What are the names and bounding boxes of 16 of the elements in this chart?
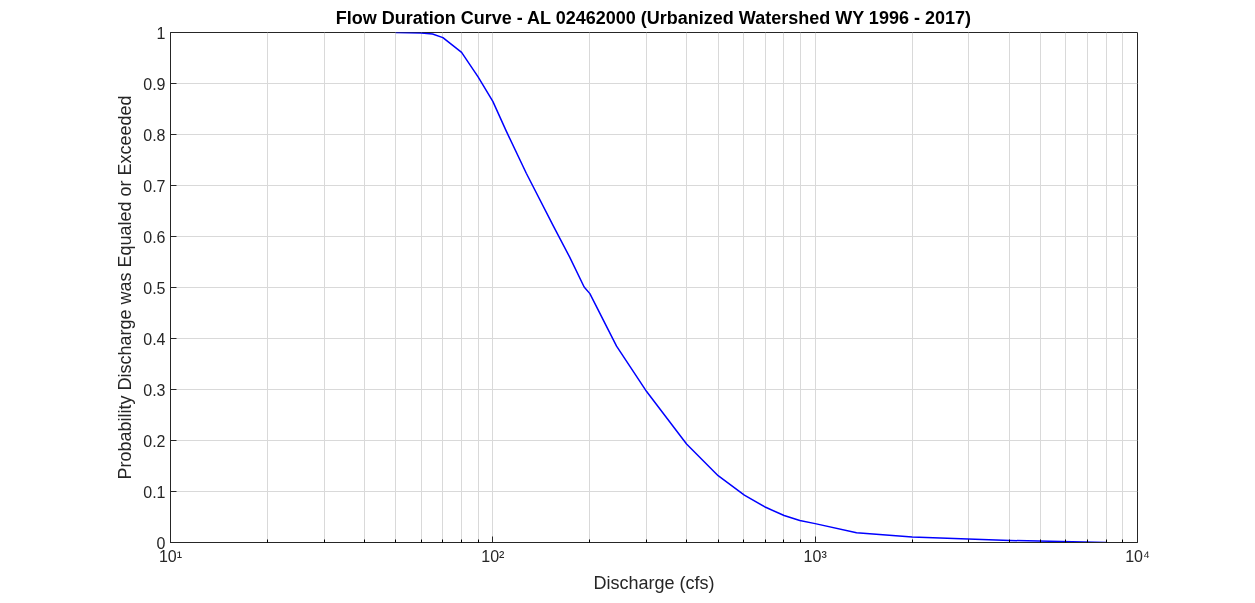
y-tick-label: 0.4 — [143, 330, 166, 348]
y-tick-label: 0.2 — [143, 432, 166, 450]
y-tick-label: 0.7 — [143, 177, 166, 195]
chart-title: Flow Duration Curve - AL 02462000 (Urbanized Watershed WY 1996 - 2017) — [335, 7, 971, 28]
y-tick-label: 0.5 — [143, 279, 166, 297]
y-tick-label: 0.9 — [143, 75, 166, 93]
x-tick-label: 10⁴ — [1125, 547, 1150, 565]
y-tick-label: 0.8 — [143, 126, 166, 144]
x-axis-title: Discharge (cfs) — [593, 572, 715, 593]
x-tick-label: 10³ — [803, 547, 828, 565]
y-axis-title: Probability Discharge was Equaled or Exceeded — [115, 95, 136, 480]
x-tick-label: 10² — [481, 547, 506, 565]
y-tick-label: 1 — [156, 24, 166, 42]
y-tick-label: 0.3 — [143, 381, 166, 399]
y-tick-label: 0.6 — [143, 228, 166, 246]
y-tick-label: 0.1 — [143, 483, 166, 501]
